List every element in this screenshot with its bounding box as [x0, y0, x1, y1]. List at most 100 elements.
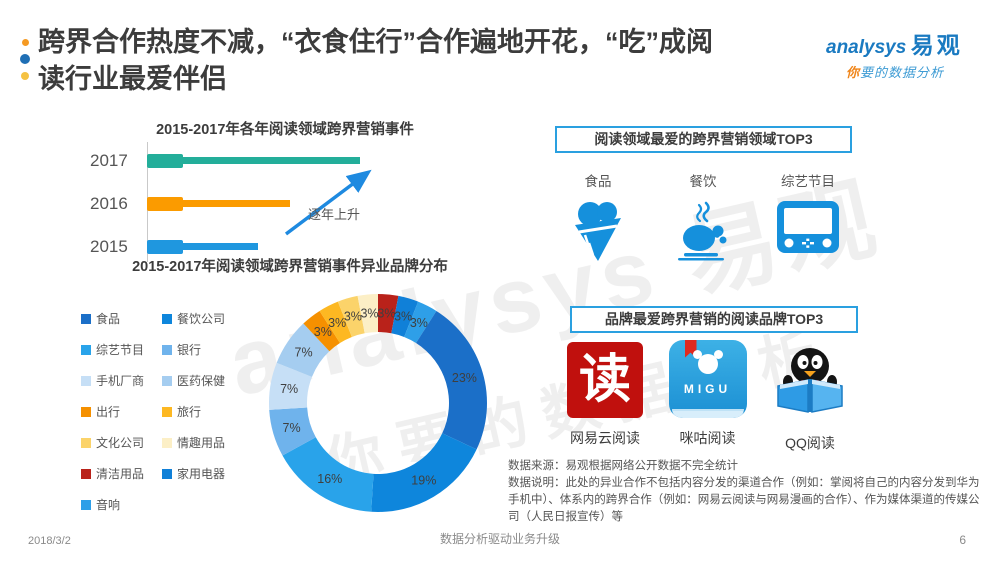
- legend-item: 医药保健: [162, 365, 225, 396]
- donut-chart: 3%3%3%23%19%16%7%7%7%3%3%3%3%: [269, 294, 487, 512]
- pie-slice-percent-label: 3%: [344, 310, 362, 324]
- analysys-logo: analysys 易观 你要的数据分析: [826, 26, 986, 81]
- footer-slogan: 数据分析驱动业务升级: [439, 532, 560, 546]
- pie-slice-percent-label: 16%: [317, 472, 342, 486]
- legend-swatch: [162, 375, 172, 386]
- data-source-note: 数据来源：易观根据网络公开数据不完全统计: [508, 460, 738, 472]
- pie-slice-旅行: [319, 301, 352, 344]
- pie-slice-percent-label: 7%: [280, 382, 298, 396]
- migu-wordmark: MIGU: [683, 382, 732, 396]
- legend-item: 清洁用品: [81, 458, 144, 489]
- legend-swatch: [81, 406, 91, 417]
- legend-label: 家用电器: [177, 467, 226, 481]
- footer-date: 2018/3/2: [28, 535, 71, 547]
- netease-du-glyph: 读: [578, 351, 631, 409]
- legend-swatch: [162, 468, 172, 479]
- pie-slice-情趣用品: [357, 294, 378, 334]
- pie-slice-综艺节目: [282, 437, 374, 512]
- domain-label: 餐饮: [689, 174, 717, 189]
- trend-annotation: 逐年上升: [308, 207, 361, 222]
- bar-chart: 2017 2016 2015: [90, 139, 387, 268]
- legend-item: 综艺节目: [81, 334, 144, 365]
- netease-reading-app-icon: 读: [567, 342, 643, 418]
- legend-swatch: [81, 313, 91, 324]
- legend-label: 旅行: [177, 405, 202, 419]
- pie-slice-出行: [303, 310, 340, 352]
- migu-mascot-icon: [692, 350, 723, 376]
- ice-cream-icon: [575, 202, 621, 261]
- bar: [147, 196, 387, 212]
- legend-swatch: [81, 344, 91, 355]
- legend-item: 食品: [81, 303, 144, 334]
- brand-label: 网易云阅读: [570, 430, 640, 446]
- bar-category-label: 2016: [90, 193, 128, 213]
- pie-slice-清洁用品: [378, 294, 399, 334]
- brand-item-netease-reading: 读 网易云阅读: [555, 340, 655, 453]
- bullet-dot-blue: [20, 54, 30, 64]
- pie-slice-percent-label: 23%: [452, 371, 477, 385]
- tv-icon: [777, 201, 839, 253]
- legend-item: 旅行: [162, 396, 225, 427]
- legend-label: 餐饮公司: [177, 312, 226, 326]
- brand-label: 咪咕阅读: [679, 430, 736, 446]
- page-title-line1: 跨界合作热度不减，“衣食住行”合作遍地开花，“吃”成阅: [38, 27, 713, 57]
- pie-slice-医药保健: [276, 323, 330, 377]
- domain-item-variety-show: 综艺节目: [758, 170, 858, 268]
- pie-slice-音响: [404, 301, 437, 344]
- book-page-edge: [671, 409, 744, 418]
- bar-category-label: 2017: [90, 150, 128, 170]
- legend-label: 医药保健: [177, 374, 226, 388]
- legend-label: 综艺节目: [96, 343, 145, 357]
- pie-slice-percent-label: 3%: [360, 306, 378, 320]
- legend-label: 音响: [96, 498, 121, 512]
- legend-label: 清洁用品: [96, 467, 145, 481]
- top-domains-items: 食品 餐饮 综艺节目: [548, 170, 858, 268]
- legend-swatch: [162, 313, 172, 324]
- logo-tagline-accent: 你: [846, 65, 861, 80]
- trend-arrow-icon: [284, 169, 372, 236]
- pie-slice-percent-label: 3%: [410, 316, 428, 330]
- legend-label: 银行: [177, 343, 202, 357]
- footnotes: 数据来源：易观根据网络公开数据不完全统计 数据说明：此处的异业合作不包括内容分发…: [508, 458, 988, 526]
- legend-label: 出行: [96, 405, 121, 419]
- pie-slice-percent-label: 7%: [283, 421, 301, 435]
- legend-label: 食品: [96, 312, 121, 326]
- top-brands-items: 读 网易云阅读 MIGU 咪咕阅读: [555, 340, 860, 453]
- logo-tagline: 你要的数据分析: [826, 62, 986, 81]
- logo-brand-cn: 易观: [910, 32, 963, 58]
- pie-slice-percent-label: 3%: [328, 316, 346, 330]
- bar-row-2017: 2017: [90, 139, 387, 182]
- legend-swatch: [162, 406, 172, 417]
- legend-item: 银行: [162, 334, 225, 365]
- bar-row-2015: 2015: [90, 225, 387, 268]
- data-description-note: 数据说明：此处的异业合作不包括内容分发的渠道合作（例如：掌阅将自己的内容分发到华…: [508, 477, 980, 523]
- bar-chart-title: 2015-2017年各年阅读领域跨界营销事件: [156, 122, 414, 138]
- legend-swatch: [81, 468, 91, 479]
- legend-label: 情趣用品: [177, 436, 226, 450]
- pie-slice-percent-label: 3%: [394, 310, 412, 324]
- brand-label: QQ阅读: [785, 435, 835, 451]
- pie-slice-餐饮公司: [371, 433, 477, 512]
- logo-brand-en: analysys: [826, 37, 907, 58]
- legend-item: 出行: [81, 396, 144, 427]
- roast-turkey-icon: [678, 201, 727, 261]
- legend-label: 手机厂商: [96, 374, 145, 388]
- legend-item: 音响: [81, 489, 144, 520]
- legend-item: 家用电器: [162, 458, 225, 489]
- pie-slice-percent-label: 7%: [295, 345, 313, 359]
- legend-item: 餐饮公司: [162, 303, 225, 334]
- bullet-dot-orange: [21, 39, 29, 46]
- bar: [147, 239, 387, 255]
- pie-slice-食品: [416, 310, 487, 450]
- top-domains-box-title: 阅读领域最爱的跨界营销领域TOP3: [555, 126, 852, 153]
- brand-item-qq-reading: QQ阅读: [760, 340, 860, 453]
- page-title: 跨界合作热度不减，“衣食住行”合作遍地开花，“吃”成阅 读行业最爱伴侣: [38, 24, 848, 98]
- bar-row-2016: 2016: [90, 182, 387, 225]
- pie-legend-column-1: 食品 综艺节目 手机厂商 出行 文化公司 清洁用品 音响: [81, 303, 144, 520]
- legend-swatch: [81, 375, 91, 386]
- bar-category-label: 2015: [90, 236, 128, 256]
- legend-swatch: [81, 437, 91, 448]
- legend-item: 手机厂商: [81, 365, 144, 396]
- pie-slice-percent-label: 19%: [411, 473, 436, 487]
- domain-label: 综艺节目: [781, 174, 835, 189]
